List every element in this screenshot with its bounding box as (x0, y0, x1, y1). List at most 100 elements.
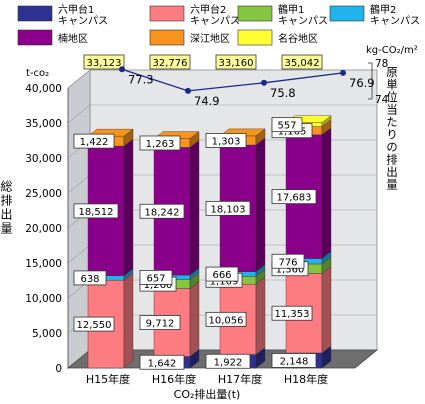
legend-swatch (149, 5, 185, 22)
total-label-box (281, 54, 323, 70)
legend-swatch (237, 5, 273, 22)
bar-segment-side (123, 138, 134, 277)
plot-area: 0 5,000 10,000 15,000 20,000 25,000 30,000 35,0… (0, 54, 399, 386)
data-label: 11,353 (275, 309, 310, 320)
data-label-box (205, 200, 251, 216)
y-axis-label: 総排出量 (0, 180, 13, 236)
data-label-box (205, 311, 247, 327)
data-label-box (139, 135, 181, 151)
intensity-label: 76.9 (349, 76, 375, 90)
total-label-box (149, 54, 191, 70)
data-label: 18,512 (79, 207, 114, 218)
secondary-tick-label: 74 (375, 94, 389, 106)
legend-label: キャンパス (58, 15, 108, 27)
total-label-box (215, 54, 257, 70)
bar-segment-side (123, 272, 134, 369)
y-tick-label: 10,000 (25, 293, 62, 305)
data-label: 1,303 (212, 136, 241, 147)
data-label: 1,263 (146, 139, 175, 150)
total-label: 33,123 (87, 58, 122, 69)
data-label: 657 (146, 273, 165, 284)
y-tick-label: 20,000 (25, 223, 62, 235)
legend-swatch (149, 29, 185, 46)
data-label: 1,642 (148, 358, 177, 369)
data-label: 18,103 (211, 204, 246, 215)
data-label-box (271, 253, 305, 269)
legend-swatch (237, 29, 273, 46)
y-axis-unit: t-co₂ (26, 68, 49, 79)
data-label: 12,550 (77, 320, 112, 331)
legend-label: 鶴甲2 (370, 3, 396, 16)
data-label: 1,360 (276, 265, 305, 276)
legend-label: キャンパス (190, 15, 240, 27)
data-label: 1,922 (214, 357, 243, 368)
intensity-label: 75.8 (270, 86, 296, 100)
x-tick-label: H18年度 (284, 372, 328, 386)
y-tick-label: 0 (55, 363, 62, 375)
legend-label: 深江地区 (190, 32, 230, 45)
data-label-box (73, 203, 119, 219)
intensity-point (261, 79, 267, 86)
data-label-box (139, 354, 185, 370)
y-tick-label: 40,000 (25, 83, 62, 95)
bar-segment-side (189, 281, 200, 357)
legend-swatch (17, 5, 53, 22)
legend-label: 六甲台2 (190, 3, 226, 16)
bar-segment-side (189, 140, 200, 276)
data-label-box (205, 133, 247, 148)
data-label: 557 (277, 121, 296, 132)
intensity-line (121, 68, 344, 92)
data-label-box (73, 133, 115, 149)
total-label-box (83, 54, 125, 70)
data-label-box (271, 353, 317, 368)
data-label: 17,683 (277, 193, 312, 204)
intensity-label: 74.9 (194, 94, 220, 108)
total-label: 35,042 (285, 58, 320, 69)
data-label: 1,260 (144, 280, 173, 291)
x-axis-label: CO₂排出量(t) (174, 387, 241, 401)
bar-segment-side (321, 266, 332, 354)
legend-label: キャンパス (278, 15, 328, 27)
intensity-label: 77.3 (128, 72, 154, 86)
total-label: 33,160 (219, 58, 254, 69)
y-tick-label: 15,000 (25, 258, 62, 270)
data-label-box (139, 270, 173, 285)
legend-swatch (17, 29, 53, 46)
bar-segment-side (255, 276, 266, 355)
data-label: 666 (212, 270, 231, 281)
data-label-box (139, 203, 185, 219)
data-label-box (271, 305, 313, 321)
data-label: 10,056 (209, 315, 244, 326)
y-tick-label: 30,000 (25, 153, 62, 165)
legend-label: キャンパス (370, 15, 420, 27)
legend-label: 楠地区 (58, 32, 88, 45)
data-label-box (73, 270, 107, 286)
data-label: 2,148 (280, 356, 309, 367)
legend-label: 六甲台1 (58, 3, 94, 16)
x-tick-label: H16年度 (152, 372, 196, 386)
data-label-box (73, 316, 115, 332)
intensity-point (119, 66, 125, 73)
data-label: 638 (80, 274, 99, 285)
gridline (67, 104, 377, 124)
data-label-box (205, 353, 251, 369)
secondary-axis-unit: kg-CO₂/m² (366, 45, 418, 56)
data-label: 1,109 (210, 276, 239, 287)
bar-segment-side (321, 127, 332, 259)
data-label-box (139, 315, 181, 330)
y-tick-label: 35,000 (25, 118, 62, 130)
data-label: 1,422 (80, 137, 109, 148)
bar-segment-side (255, 137, 266, 273)
intensity-point (340, 69, 346, 76)
total-label: 32,776 (153, 58, 188, 69)
data-label: 1,165 (278, 127, 307, 138)
data-label: 776 (278, 257, 297, 268)
legend-swatch (329, 5, 365, 22)
legend-label: 鶴甲1 (278, 3, 304, 16)
intensity-point (185, 87, 191, 94)
data-label: 18,242 (145, 207, 180, 218)
y-tick-label: 25,000 (25, 188, 62, 200)
x-tick-label: H17年度 (218, 372, 262, 386)
legend-label: 名谷地区 (278, 32, 318, 45)
